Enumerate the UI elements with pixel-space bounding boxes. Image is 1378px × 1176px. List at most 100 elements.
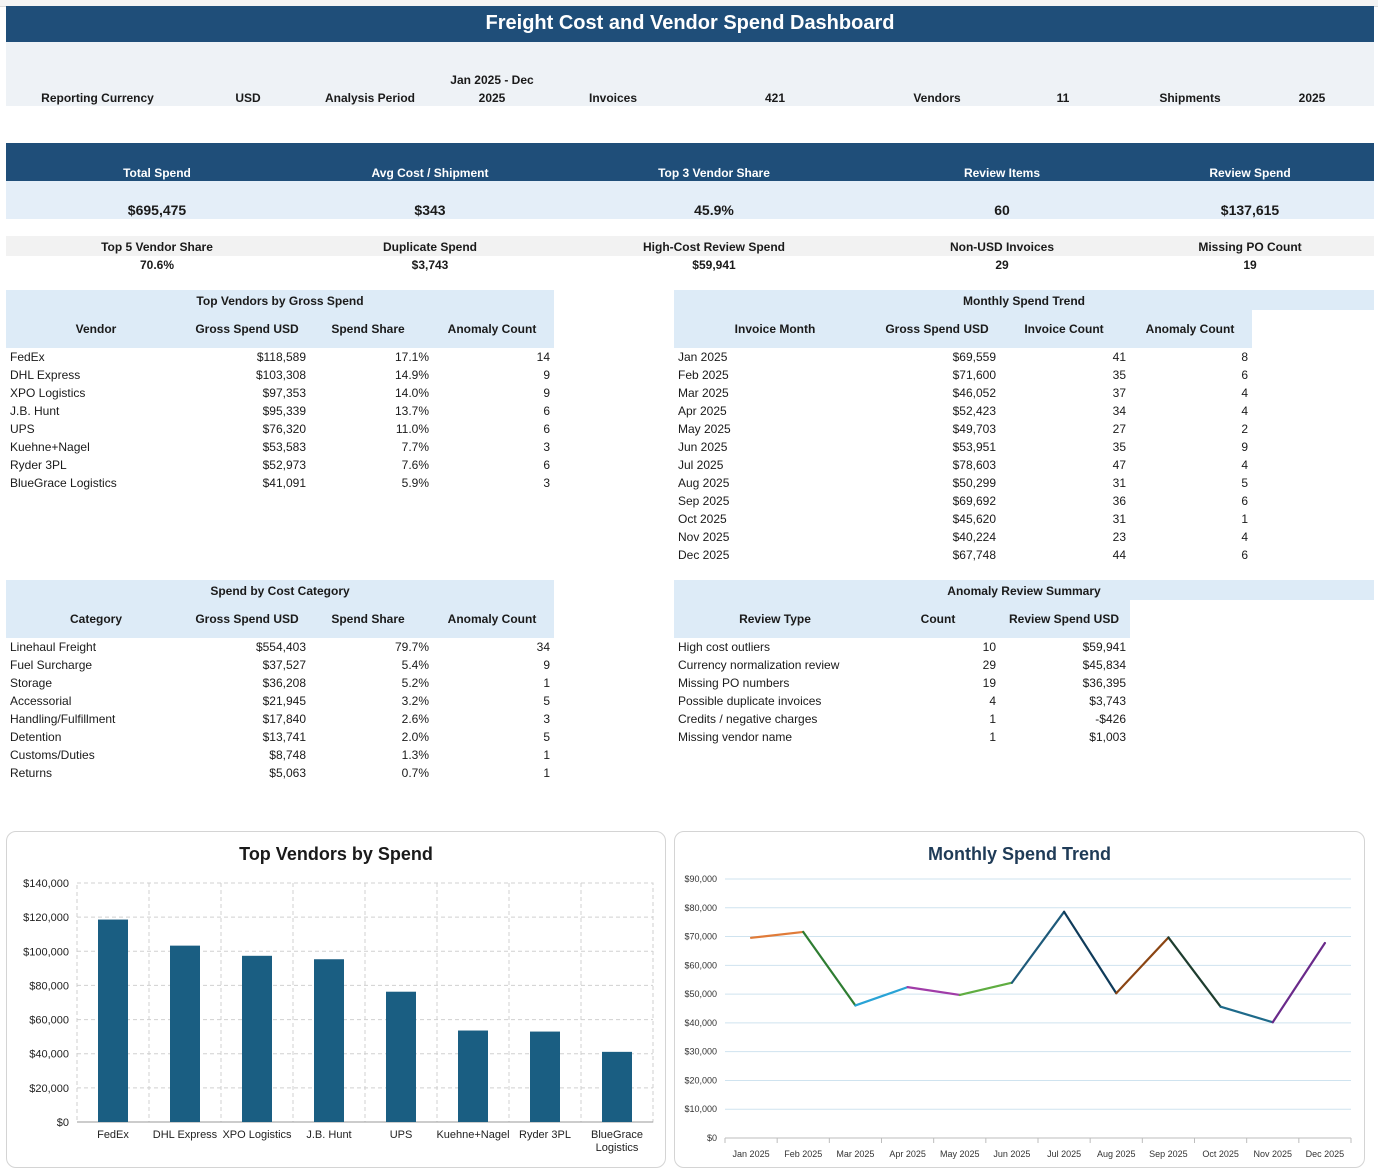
kpi-review-items: 60: [994, 202, 1010, 218]
monthly-row-cell: Jul 2025: [678, 458, 724, 472]
period-value-line2: 2025: [478, 91, 506, 105]
category-row-cell: Linehaul Freight: [10, 640, 97, 654]
anomaly-row-cell: Missing vendor name: [678, 730, 793, 744]
anomaly-row-cell: High cost outliers: [678, 640, 771, 654]
vendors-row-cell: $103,308: [255, 368, 306, 382]
vendors-row-cell: Kuehne+Nagel: [10, 440, 90, 454]
category-row-cell: $8,748: [269, 748, 306, 762]
category-row-cell: 1.3%: [401, 748, 429, 762]
monthly-row-cell: 31: [1112, 512, 1126, 526]
monthly-row-cell: $71,600: [952, 368, 996, 382]
vendors-row-cell: BlueGrace Logistics: [10, 476, 117, 490]
monthly-row-cell: $52,423: [952, 404, 996, 418]
vendors-row-cell: 3: [543, 440, 550, 454]
secondary-kpi-value: 29: [995, 258, 1009, 272]
anomaly-row-cell: Possible duplicate invoices: [678, 694, 822, 708]
monthly-row-cell: $78,603: [952, 458, 996, 472]
monthly-row-cell: Mar 2025: [678, 386, 729, 400]
line-chart-title: Monthly Spend Trend: [928, 844, 1111, 864]
category-row-cell: 79.7%: [394, 640, 429, 654]
monthly-row-cell: 34: [1112, 404, 1126, 418]
line-segment-9: [1219, 1005, 1274, 1024]
category-row-cell: Detention: [10, 730, 62, 744]
kpi-review-spend: $137,615: [1220, 202, 1280, 218]
monthly-row-cell: 35: [1112, 368, 1126, 382]
vendors-row-cell: 17.1%: [394, 350, 429, 364]
anomaly-row-cell: 29: [982, 658, 996, 672]
vendors-row-cell: 6: [543, 404, 550, 418]
line-x-tick: Jul 2025: [1047, 1149, 1081, 1159]
monthly-row-cell: $69,559: [952, 350, 996, 364]
vendors-row-cell: $41,091: [262, 476, 306, 490]
vendors-row-cell: 14: [536, 350, 550, 364]
vendors-value: 11: [1056, 91, 1070, 105]
category-row-cell: 0.7%: [401, 766, 429, 780]
bar-4: [386, 991, 416, 1122]
monthly-row-cell: Jun 2025: [678, 440, 728, 454]
shipments-label: Shipments: [1159, 91, 1221, 105]
line-y-tick: $70,000: [684, 932, 717, 942]
line-segment-0: [749, 930, 805, 939]
line-y-tick: $20,000: [684, 1075, 717, 1085]
secondary-kpi-value: $59,941: [692, 258, 736, 272]
vendors-row-cell: XPO Logistics: [10, 386, 86, 400]
monthly-row-cell: $53,951: [952, 440, 996, 454]
anomaly-row-cell: Currency normalization review: [678, 658, 840, 672]
category-row-cell: 2.6%: [401, 712, 429, 726]
category-row-cell: $5,063: [269, 766, 306, 780]
secondary-kpi-value: $3,743: [411, 258, 449, 272]
line-x-tick: Sep 2025: [1149, 1149, 1188, 1159]
monthly-row-cell: Oct 2025: [678, 512, 727, 526]
kpi-label: Review Spend: [1209, 166, 1291, 180]
kpi-avg-cost: $343: [414, 202, 446, 218]
monthly-table-title: Monthly Spend Trend: [963, 294, 1085, 308]
category-row-cell: $13,741: [262, 730, 306, 744]
vendors-table-title: Top Vendors by Gross Spend: [196, 294, 364, 308]
invoices-value: 421: [764, 91, 786, 105]
bar-x-tick: DHL Express: [153, 1129, 218, 1141]
monthly-row-cell: 44: [1112, 548, 1126, 562]
category-row-cell: $37,527: [262, 658, 306, 672]
bar-y-tick: $60,000: [29, 1015, 69, 1027]
vendors-row-cell: $95,339: [262, 404, 306, 418]
monthly-row-cell: Feb 2025: [678, 368, 729, 382]
kpi-label: Review Items: [963, 166, 1041, 180]
secondary-kpi-label: Missing PO Count: [1198, 240, 1302, 254]
shipments-value: 2025: [1298, 91, 1326, 105]
anomaly-row-cell: $3,743: [1089, 694, 1126, 708]
monthly-row-cell: 9: [1241, 440, 1248, 454]
category-col-header: Anomaly Count: [447, 612, 537, 626]
category-row-cell: 1: [543, 676, 550, 690]
anomaly-row-cell: $1,003: [1089, 730, 1126, 744]
anomaly-table-title-bg: [674, 580, 1374, 600]
monthly-row-cell: 41: [1112, 350, 1126, 364]
bar-3: [314, 959, 344, 1122]
monthly-row-cell: 4: [1241, 404, 1248, 418]
monthly-line-chart: Monthly Spend Trend $0 $10,000 $20,000 $30,…: [674, 831, 1365, 1168]
vendors-col-header: Gross Spend USD: [195, 322, 299, 336]
category-row-cell: 34: [536, 640, 550, 654]
monthly-row-cell: 6: [1241, 368, 1248, 382]
category-row-cell: $21,945: [262, 694, 306, 708]
vendors-row-cell: J.B. Hunt: [10, 404, 60, 418]
secondary-kpi-value: 70.6%: [139, 258, 175, 272]
line-x-tick: Feb 2025: [784, 1149, 822, 1159]
monthly-row-cell: Nov 2025: [678, 530, 730, 544]
category-row-cell: $36,208: [262, 676, 306, 690]
line-x-tick: Oct 2025: [1202, 1149, 1239, 1159]
vendors-table-header-bg: [6, 290, 554, 348]
monthly-row-cell: $67,748: [952, 548, 996, 562]
monthly-row-cell: Apr 2025: [678, 404, 727, 418]
kpi-total-spend: $695,475: [127, 202, 187, 218]
dashboard-title: Freight Cost and Vendor Spend Dashboard: [6, 6, 1374, 42]
category-table-header-bg: [6, 580, 554, 638]
line-x-tick: Jan 2025: [733, 1149, 770, 1159]
bar-y-tick: $80,000: [29, 980, 69, 992]
line-y-tick: $90,000: [684, 874, 717, 884]
monthly-row-cell: 31: [1112, 476, 1126, 490]
monthly-row-cell: $50,299: [952, 476, 996, 490]
vendors-row-cell: $53,583: [262, 440, 306, 454]
kpi-bar: [6, 143, 1374, 181]
anomaly-row-cell: Missing PO numbers: [678, 676, 790, 690]
line-y-tick: $80,000: [684, 903, 717, 913]
